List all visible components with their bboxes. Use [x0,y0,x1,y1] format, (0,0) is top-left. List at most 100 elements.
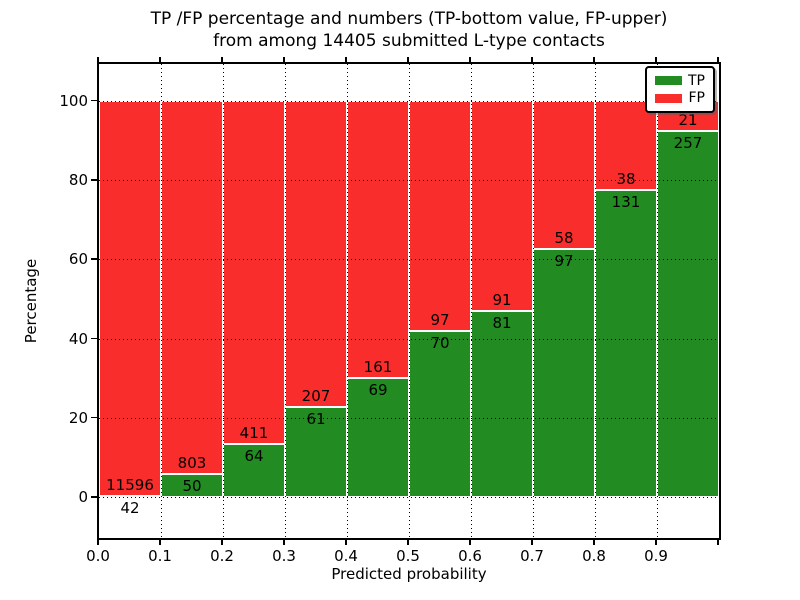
v-gridline [409,64,410,538]
fp-count-label: 161 [363,358,393,377]
fp-count-label: 11596 [106,475,154,494]
v-gridline [285,64,286,538]
x-tick-mark [221,540,223,545]
y-tick-label: 80 [68,171,88,190]
y-tick-label: 40 [68,329,88,348]
x-axis-label: Predicted probability [331,565,487,583]
y-tick-label: 20 [68,408,88,427]
bar-segment-fp [99,100,161,496]
x-tick-mark [407,57,409,62]
x-tick-label: 0.1 [148,547,172,565]
bar-segment-fp [347,100,409,379]
tp-count-label: 97 [554,252,574,271]
bar-segment-fp [161,100,223,474]
chart-title-line1: TP /FP percentage and numbers (TP-bottom… [150,9,668,29]
chart-title-line2: from among 14405 submitted L-type contac… [213,31,605,51]
v-gridline [223,64,224,538]
y-tick-label: 0 [78,488,88,507]
bar-segment-fp [533,100,595,250]
y-tick-mark [91,258,97,260]
fp-color-swatch [655,93,682,103]
x-tick-label: 0.7 [520,547,544,565]
x-tick-mark [221,57,223,62]
x-tick-mark [531,540,533,545]
x-tick-mark [283,540,285,545]
legend-item-tp: TP [655,73,705,89]
fp-count-label: 21 [678,110,698,129]
x-tick-mark [717,540,719,545]
tp-count-label: 61 [306,409,326,428]
bar-segment-tp [533,249,595,498]
bar-segment-fp [285,100,347,407]
x-tick-label: 0.4 [334,547,358,565]
legend-label-tp: TP [688,72,705,89]
fp-count-label: 91 [492,290,512,309]
x-tick-mark [345,57,347,62]
y-tick-mark [91,179,97,181]
plot-area: 11596 42 803 50 411 64 207 61 161 69 97 70 91 81 58 97 3… [97,62,721,540]
y-tick-mark [91,416,97,419]
bar-segment-fp [409,100,471,332]
x-tick-mark [97,57,99,62]
v-gridline [533,64,534,538]
bar-segment-fp [223,100,285,444]
x-tick-mark [655,57,657,62]
x-tick-mark [593,57,595,62]
x-tick-mark [97,540,99,545]
tp-count-label: 42 [120,498,140,517]
y-tick-label: 60 [68,250,88,269]
v-gridline [657,64,658,538]
tp-count-label: 50 [182,476,202,495]
x-tick-mark [345,540,347,545]
x-tick-mark [593,540,595,545]
bar-segment-tp [223,443,285,498]
x-tick-label: 0.3 [272,547,296,565]
bar-segment-fp [471,100,533,311]
tp-count-label: 257 [673,133,703,152]
x-tick-label: 0.6 [458,547,482,565]
bar-segment-tp [657,130,719,498]
x-tick-label: 0.8 [582,547,606,565]
legend-item-fp: FP [655,90,705,106]
x-tick-label: 0.0 [86,547,110,565]
x-tick-label: 0.2 [210,547,234,565]
fp-count-label: 38 [616,169,636,188]
x-tick-mark [717,57,719,62]
x-tick-mark [159,57,161,62]
legend: TP FP [645,66,715,113]
x-tick-mark [283,57,285,62]
plot-inner: 11596 42 803 50 411 64 207 61 161 69 97 70 91 81 58 97 3… [99,64,719,538]
v-gridline [471,64,472,538]
fp-count-label: 411 [239,423,269,442]
y-axis-label: Percentage [22,258,40,344]
x-tick-label: 0.5 [396,547,420,565]
x-tick-mark [159,540,161,545]
bar-segment-tp [595,189,657,498]
v-gridline [161,64,162,538]
tp-color-swatch [655,76,682,86]
v-gridline [595,64,596,538]
tp-count-label: 81 [492,313,512,332]
x-tick-mark [531,57,533,62]
tp-count-label: 131 [611,192,641,211]
y-tick-mark [91,496,97,498]
y-tick-mark [91,99,97,102]
fp-count-label: 207 [301,386,331,405]
fp-count-label: 97 [430,311,450,330]
y-tick-label: 100 [59,91,88,110]
y-tick-mark [91,337,97,340]
tp-count-label: 69 [368,381,388,400]
chart-title: TP /FP percentage and numbers (TP-bottom… [97,8,721,52]
x-tick-mark [407,540,409,545]
x-tick-mark [469,57,471,62]
v-gridline [347,64,348,538]
tp-count-label: 70 [430,334,450,353]
fp-count-label: 803 [177,453,207,472]
x-tick-label: 0.9 [644,547,668,565]
x-tick-mark [655,540,657,545]
x-tick-mark [469,540,471,545]
fp-count-label: 58 [554,229,574,248]
legend-label-fp: FP [688,90,706,107]
tp-count-label: 64 [244,446,264,465]
